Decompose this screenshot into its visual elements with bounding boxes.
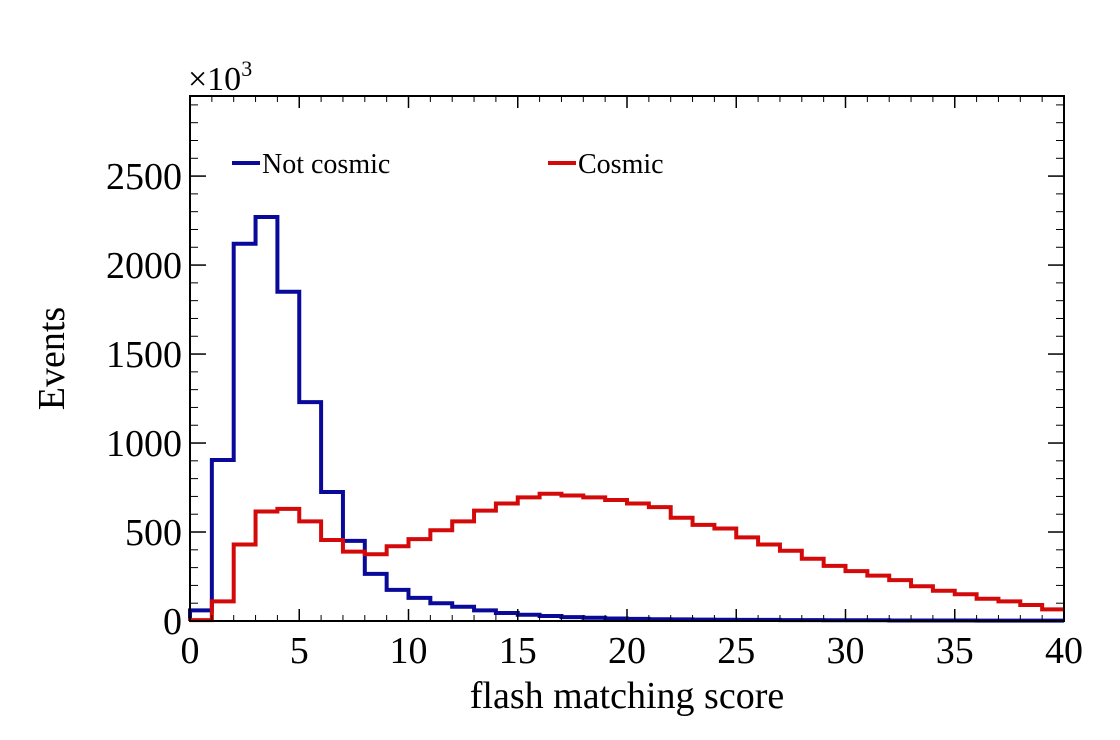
- x-tick-label: 5: [290, 630, 309, 672]
- y-tick-label: 1000: [106, 423, 182, 465]
- multiplier-exponent: 3: [241, 56, 252, 81]
- x-tick-label: 25: [717, 630, 755, 672]
- y-axis-multiplier: ×103: [188, 56, 252, 98]
- y-tick-label: 2000: [106, 245, 182, 287]
- y-axis-title: Events: [31, 307, 73, 410]
- y-tick-label: 2500: [106, 156, 182, 198]
- x-tick-label: 15: [499, 630, 537, 672]
- y-tick-label: 0: [163, 601, 182, 643]
- x-tick-label: 20: [608, 630, 646, 672]
- series-not-cosmic-line: [188, 215, 1064, 623]
- x-tick-label: 0: [181, 630, 200, 672]
- y-tick-label: 1500: [106, 334, 182, 376]
- legend-label: Not cosmic: [262, 149, 390, 180]
- series-cosmic-line: [188, 491, 1064, 623]
- x-axis-title: flash matching score: [470, 675, 784, 717]
- x-tick-label: 30: [827, 630, 865, 672]
- x-tick-label: 35: [936, 630, 974, 672]
- x-tick-label: 40: [1045, 630, 1083, 672]
- y-tick-label: 500: [125, 512, 182, 554]
- x-tick-label: 10: [390, 630, 428, 672]
- legend-label: Cosmic: [578, 149, 664, 180]
- multiplier-base: ×10: [188, 61, 241, 98]
